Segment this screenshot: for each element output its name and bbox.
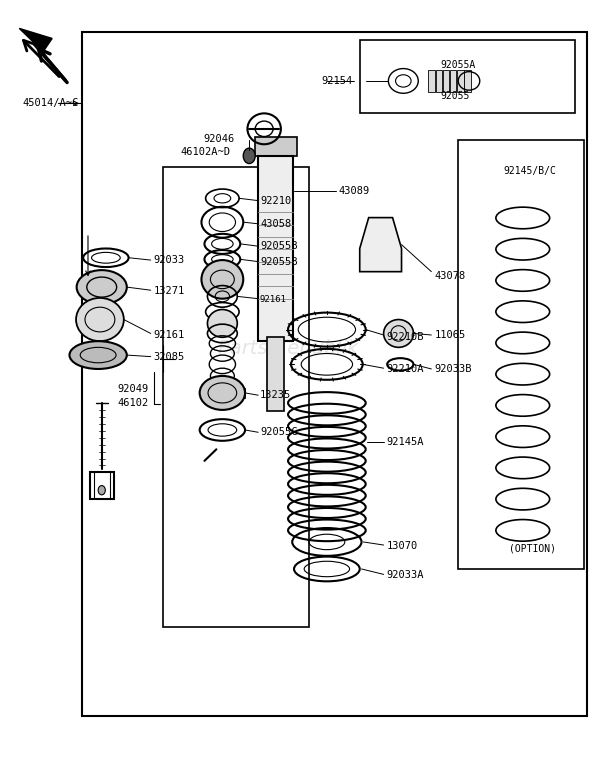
Ellipse shape: [202, 260, 243, 298]
Text: 45014/A~C: 45014/A~C: [22, 98, 79, 108]
Text: 92046: 92046: [203, 134, 235, 144]
Text: 92033A: 92033A: [386, 570, 424, 580]
Bar: [457, 70, 464, 91]
Bar: [82, 351, 114, 360]
Text: 46102A~D: 46102A~D: [181, 147, 230, 157]
Text: 92055B: 92055B: [260, 241, 298, 251]
Text: 92055C: 92055C: [260, 427, 298, 437]
Text: 92210B: 92210B: [386, 332, 424, 342]
Ellipse shape: [200, 376, 245, 410]
Bar: [443, 70, 449, 91]
Text: (OPTION): (OPTION): [509, 543, 556, 553]
Bar: [428, 70, 435, 91]
Text: 92055A: 92055A: [440, 60, 476, 70]
Text: 32085: 32085: [154, 352, 185, 362]
Ellipse shape: [383, 319, 413, 347]
Bar: [82, 33, 587, 715]
Bar: [258, 156, 293, 341]
Text: Parts Republik: Parts Republik: [218, 339, 358, 358]
Text: 46102: 46102: [118, 398, 149, 408]
Text: 92210A: 92210A: [386, 364, 424, 374]
Text: 92049: 92049: [118, 384, 149, 394]
Bar: [200, 388, 245, 398]
Text: 13271: 13271: [154, 286, 185, 296]
Text: 92145/B/C: 92145/B/C: [503, 167, 556, 176]
Bar: [85, 281, 118, 293]
Bar: [90, 473, 113, 499]
Text: 43078: 43078: [434, 270, 466, 281]
Text: 92033B: 92033B: [434, 364, 472, 374]
Text: 92145A: 92145A: [386, 436, 424, 446]
Bar: [458, 140, 584, 569]
Text: 11065: 11065: [434, 330, 466, 340]
Text: 92055B: 92055B: [260, 257, 298, 267]
Text: 92161: 92161: [154, 330, 185, 340]
Ellipse shape: [70, 341, 127, 369]
Bar: [450, 70, 457, 91]
Text: 92033: 92033: [154, 255, 185, 265]
Text: 43089: 43089: [339, 185, 370, 195]
Bar: [360, 40, 575, 113]
Text: 92210: 92210: [260, 195, 291, 205]
Ellipse shape: [76, 298, 124, 341]
Bar: [267, 337, 284, 411]
Text: 92154: 92154: [321, 76, 352, 86]
Text: 13235: 13235: [260, 391, 291, 400]
Text: 13070: 13070: [386, 541, 418, 551]
Text: 43058: 43058: [260, 219, 291, 229]
Bar: [464, 70, 471, 91]
Bar: [436, 70, 442, 91]
Text: 92161: 92161: [260, 295, 287, 304]
Ellipse shape: [98, 486, 106, 495]
Bar: [163, 167, 309, 627]
Ellipse shape: [243, 148, 255, 164]
Ellipse shape: [208, 309, 237, 337]
Bar: [255, 136, 297, 156]
Polygon shape: [360, 218, 401, 272]
Ellipse shape: [77, 270, 127, 304]
Text: 92055: 92055: [440, 91, 470, 101]
Polygon shape: [19, 29, 52, 52]
